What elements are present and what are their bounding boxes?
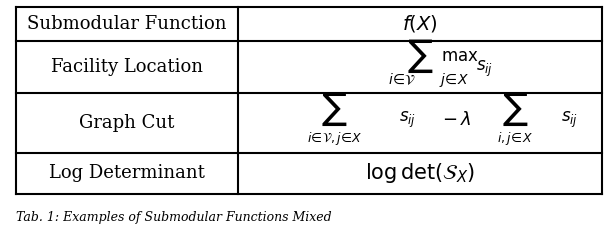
Text: $\sum$: $\sum$ xyxy=(321,91,348,128)
Text: $s_{ij}$: $s_{ij}$ xyxy=(399,110,416,131)
Text: Submodular Function: Submodular Function xyxy=(27,15,227,33)
Text: $i,j\!\in\! X$: $i,j\!\in\! X$ xyxy=(497,130,533,147)
Text: $\sum$: $\sum$ xyxy=(502,91,528,128)
Text: $f(X)$: $f(X)$ xyxy=(402,13,438,34)
Text: $i\!\in\!\mathcal{V}$: $i\!\in\!\mathcal{V}$ xyxy=(387,72,416,88)
Text: $\log\det(\mathcal{S}_X)$: $\log\det(\mathcal{S}_X)$ xyxy=(365,161,475,185)
Text: Log Determinant: Log Determinant xyxy=(49,164,205,182)
Text: $s_{ij}$: $s_{ij}$ xyxy=(476,59,493,79)
Text: Tab. 1: Examples of Submodular Functions Mixed: Tab. 1: Examples of Submodular Functions… xyxy=(15,211,332,224)
Text: $-\,\lambda$: $-\,\lambda$ xyxy=(442,111,471,129)
Text: $\mathrm{max}$: $\mathrm{max}$ xyxy=(441,48,478,65)
Text: Graph Cut: Graph Cut xyxy=(79,114,175,132)
Text: $j\!\in\! X$: $j\!\in\! X$ xyxy=(438,71,468,89)
Text: $s_{ij}$: $s_{ij}$ xyxy=(561,110,578,131)
Text: Facility Location: Facility Location xyxy=(51,58,203,76)
Text: $i\!\in\!\mathcal{V},j\!\in\! X$: $i\!\in\!\mathcal{V},j\!\in\! X$ xyxy=(307,130,362,147)
Text: $\sum$: $\sum$ xyxy=(407,38,433,75)
